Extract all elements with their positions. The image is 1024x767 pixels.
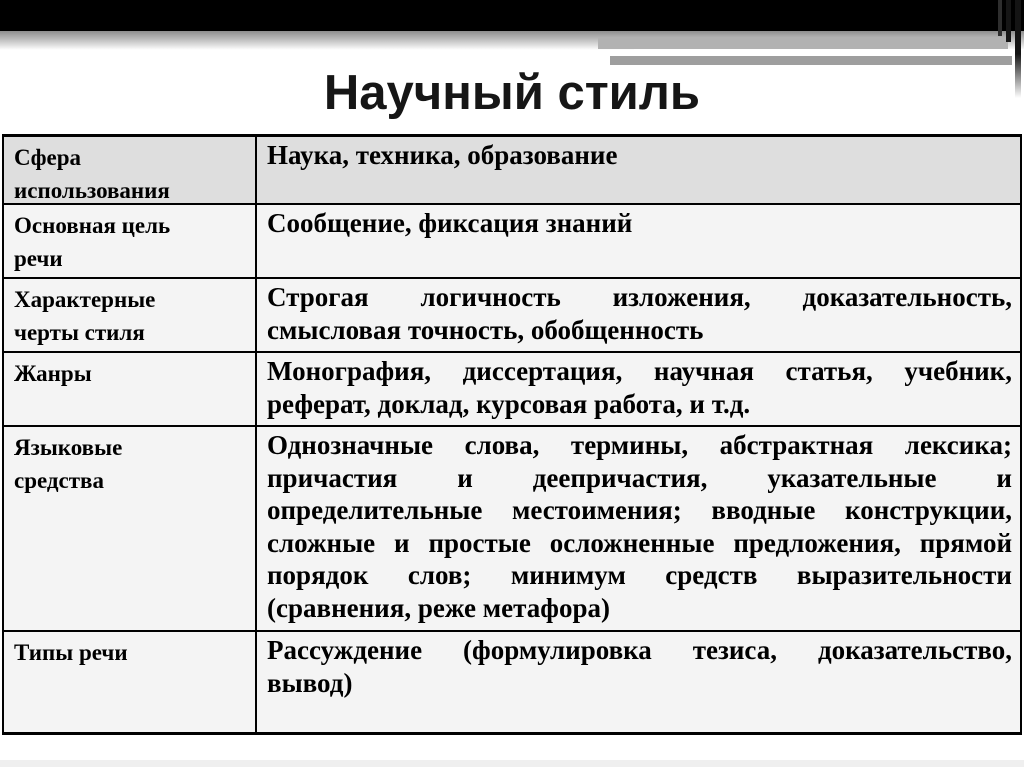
text-line: смысловая точность, обобщенность (267, 314, 704, 345)
table-row: Жанры Монография, диссертация, научная ст… (4, 351, 1020, 425)
text-line: средства (14, 468, 104, 493)
text-line: реферат, доклад, курсовая работа, и т.д. (267, 388, 751, 419)
text-line: Рассуждение (формулировка тезиса, доказа… (267, 635, 1012, 665)
row-value-cell: Строгая логичность изложения, доказатель… (257, 279, 1020, 351)
row-value-cell: Сообщение, фиксация знаний (257, 205, 1020, 277)
white-stripe-decoration (634, 49, 1024, 56)
row-label-cell: Основная цель речи (4, 205, 257, 277)
right-edge-stripe-decoration (1015, 0, 1021, 98)
style-table: Сфера использования Наука, техника, образо… (2, 134, 1022, 735)
text-line: Жанры (14, 361, 92, 386)
text-line: речи (14, 246, 63, 271)
gray-stripe-decoration (598, 37, 1008, 49)
table-row: Типы речи Рассуждение (формулировка тезис… (4, 630, 1020, 732)
text-line: Характерные (14, 287, 156, 312)
bottom-strip-decoration (0, 760, 1024, 767)
row-label-cell: Характерные черты стиля (4, 279, 257, 351)
text-line: Наука, техника, образование (267, 140, 618, 170)
text-line: сложные и простые осложненные предложени… (267, 527, 1012, 558)
table-row: Сфера использования Наука, техника, образо… (4, 137, 1020, 203)
right-edge-stripe-decoration (998, 0, 1002, 36)
row-value-cell: Наука, техника, образование (257, 137, 1020, 203)
gray-stripe-decoration (610, 56, 1012, 65)
text-line: Языковые (14, 435, 123, 460)
text-line: Сфера (14, 145, 82, 170)
right-edge-stripe-decoration (1006, 0, 1011, 42)
text-line: Строгая логичность изложения, доказатель… (267, 282, 1012, 312)
row-label-cell: Жанры (4, 353, 257, 425)
page-title: Научный стиль (323, 66, 701, 120)
text-line: черты стиля (14, 320, 145, 345)
text-line: (сравнения, реже метафора) (267, 592, 610, 623)
top-bar-decoration (0, 0, 1024, 31)
text-line: Монография, диссертация, научная статья,… (267, 356, 1012, 386)
table-row: Языковые средства Однозначные слова, терми… (4, 425, 1020, 630)
text-line: Однозначные слова, термины, абстрактная … (267, 430, 1012, 460)
text-line: порядок слов; минимум средств выразитель… (267, 560, 1012, 590)
text-line: Типы речи (14, 640, 128, 665)
table-row: Характерные черты стиля Строгая логичность… (4, 277, 1020, 351)
row-label-cell: Языковые средства (4, 427, 257, 630)
text-line: определительные местоимения; вводные кон… (267, 495, 1012, 525)
table-row: Основная цель речи Сообщение, фиксация зна… (4, 203, 1020, 277)
text-line: Основная цель (14, 213, 171, 238)
row-label-cell: Типы речи (4, 632, 257, 732)
row-value-cell: Однозначные слова, термины, абстрактная … (257, 427, 1020, 630)
row-value-cell: Монография, диссертация, научная статья,… (257, 353, 1020, 425)
text-line: Сообщение, фиксация знаний (267, 208, 633, 238)
text-line: вывод) (267, 667, 353, 698)
text-line: причастия и деепричастия, указательные и (267, 462, 1012, 493)
row-value-cell: Рассуждение (формулировка тезиса, доказа… (257, 632, 1020, 732)
text-line: использования (14, 178, 170, 203)
row-label-cell: Сфера использования (4, 137, 257, 203)
